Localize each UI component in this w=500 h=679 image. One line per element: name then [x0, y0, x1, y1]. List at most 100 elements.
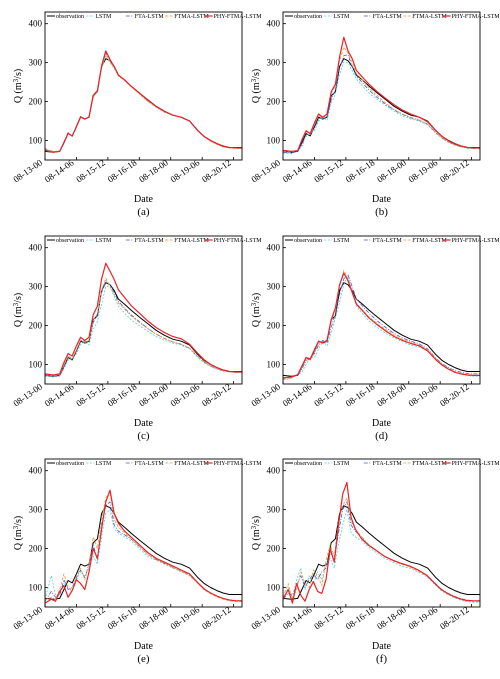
plot-frame — [44, 11, 243, 161]
x-tick-label: 08-20-12 — [200, 604, 233, 631]
legend: observation LSTM FTA-LSTM FTMA-LSTM PHY-FTMA… — [285, 461, 500, 467]
legend: observation LSTM FTA-LSTM FTMA-LSTM PHY-FTMA… — [47, 461, 262, 467]
x-axis-label: Date — [372, 641, 391, 652]
series-line-ftma-lstm — [45, 277, 242, 377]
series-line-ftma-lstm — [283, 269, 480, 380]
x-tick-label: 08-15-12 — [74, 604, 107, 631]
x-tick-label: 08-19-06 — [169, 157, 202, 184]
x-tick-label: 08-15-12 — [312, 381, 345, 408]
series-line-lstm — [45, 55, 242, 152]
x-tick-label: 08-18-00 — [375, 604, 408, 631]
x-tick-label: 08-18-00 — [375, 381, 408, 408]
y-tick-label: 400 — [267, 19, 281, 29]
panel-label: (c) — [137, 430, 150, 442]
series-line-fta-lstm — [283, 54, 480, 154]
y-tick-label: 100 — [267, 583, 281, 593]
x-tick-label: 08-20-12 — [200, 157, 233, 184]
series-line-observation — [45, 58, 242, 153]
legend-entry: LSTM — [333, 238, 350, 244]
legend: observation LSTM FTA-LSTM FTMA-LSTM PHY-FTMA… — [47, 238, 262, 244]
x-tick-label: 08-19-06 — [407, 381, 440, 408]
x-tick-label: 08-15-12 — [312, 604, 345, 631]
legend-entry: FTA-LSTM — [135, 238, 165, 244]
x-tick-label: 08-15-12 — [74, 381, 107, 408]
x-tick-label: 08-20-12 — [438, 157, 471, 184]
x-tick-label: 08-18-00 — [375, 157, 408, 184]
x-tick-label: 08-14-06 — [281, 381, 314, 408]
series-line-phy-ftma-lstm — [45, 262, 242, 376]
y-tick-label: 300 — [29, 58, 43, 68]
x-tick-label: 08-19-06 — [169, 604, 202, 631]
x-tick-label: 08-16-18 — [344, 157, 377, 184]
x-tick-label: 08-19-06 — [407, 604, 440, 631]
y-tick-label: 200 — [29, 321, 43, 331]
x-tick-label: 08-13-00 — [11, 381, 44, 408]
y-tick-label: 300 — [29, 282, 43, 292]
legend-entry: LSTM — [95, 238, 112, 244]
series-line-fta-lstm — [45, 52, 242, 153]
x-tick-label: 08-13-00 — [11, 157, 44, 184]
series-line-fta-lstm — [283, 501, 480, 602]
legend: observation LSTM FTA-LSTM FTMA-LSTM PHY-FTMA… — [285, 238, 500, 244]
legend-entry: LSTM — [95, 14, 112, 20]
legend-entry: PHY-FTMA-LSTM — [452, 238, 500, 244]
x-tick-label: 08-19-06 — [169, 381, 202, 408]
series-line-phy-ftma-lstm — [283, 481, 480, 604]
x-axis-label: Date — [372, 194, 391, 205]
x-tick-label: 08-18-00 — [137, 604, 170, 631]
legend-entry: observation — [56, 14, 84, 20]
series-line-phy-ftma-lstm — [283, 36, 480, 152]
legend-entry: PHY-FTMA-LSTM — [452, 461, 500, 467]
y-tick-label: 400 — [29, 19, 43, 29]
x-axis-label: Date — [134, 194, 153, 205]
y-tick-label: 200 — [29, 544, 43, 554]
series-line-fta-lstm — [45, 501, 242, 602]
x-axis-label: Date — [134, 641, 153, 652]
x-tick-label: 08-13-00 — [249, 381, 282, 408]
series-line-lstm — [283, 509, 480, 603]
y-tick-label: 100 — [29, 583, 43, 593]
y-tick-label: 400 — [29, 466, 43, 476]
legend-entry: FTMA-LSTM — [412, 238, 447, 244]
x-tick-label: 08-16-18 — [344, 604, 377, 631]
series-line-phy-ftma-lstm — [45, 50, 242, 153]
legend-entry: LSTM — [333, 14, 350, 20]
y-axis-label: Q (m3/s) — [250, 516, 262, 550]
y-tick-label: 100 — [29, 360, 43, 370]
chart-panel: observation LSTM FTA-LSTM FTMA-LSTM PHY-FTMA… — [249, 11, 500, 218]
series-line-fta-lstm — [283, 274, 480, 379]
y-tick-label: 200 — [267, 321, 281, 331]
x-tick-label: 08-15-12 — [312, 157, 345, 184]
y-axis-label: Q (m3/s) — [250, 69, 262, 103]
x-tick-label: 08-15-12 — [74, 157, 107, 184]
panel-label: (b) — [375, 206, 388, 218]
plot-frame — [44, 235, 243, 385]
x-tick-label: 08-13-00 — [249, 604, 282, 631]
y-axis-label: Q (m3/s) — [12, 69, 24, 103]
legend-entry: FTA-LSTM — [373, 14, 403, 20]
x-tick-label: 08-14-06 — [281, 157, 314, 184]
legend-entry: FTMA-LSTM — [174, 14, 209, 20]
series-line-lstm — [45, 285, 242, 378]
y-axis-label: Q (m3/s) — [12, 293, 24, 327]
legend-entry: PHY-FTMA-LSTM — [452, 14, 500, 20]
legend-entry: observation — [294, 14, 322, 20]
legend-entry: LSTM — [333, 461, 350, 467]
series-line-fta-lstm — [45, 280, 242, 377]
series-line-lstm — [283, 274, 480, 381]
chart-panel: observation LSTM FTA-LSTM FTMA-LSTM PHY-FTMA… — [11, 235, 262, 442]
x-tick-label: 08-20-12 — [438, 604, 471, 631]
series-line-lstm — [283, 61, 480, 155]
series-line-observation — [283, 282, 480, 377]
y-axis-label: Q (m3/s) — [12, 516, 24, 550]
x-tick-label: 08-16-18 — [344, 381, 377, 408]
series-line-lstm — [45, 509, 242, 602]
y-tick-label: 200 — [29, 97, 43, 107]
series-line-observation — [45, 282, 242, 377]
x-tick-label: 08-13-00 — [249, 157, 282, 184]
series-line-observation — [45, 505, 242, 600]
x-tick-label: 08-13-00 — [11, 604, 44, 631]
panel-label: (f) — [376, 653, 387, 665]
x-tick-label: 08-16-18 — [106, 381, 139, 408]
legend-entry: PHY-FTMA-LSTM — [214, 238, 263, 244]
